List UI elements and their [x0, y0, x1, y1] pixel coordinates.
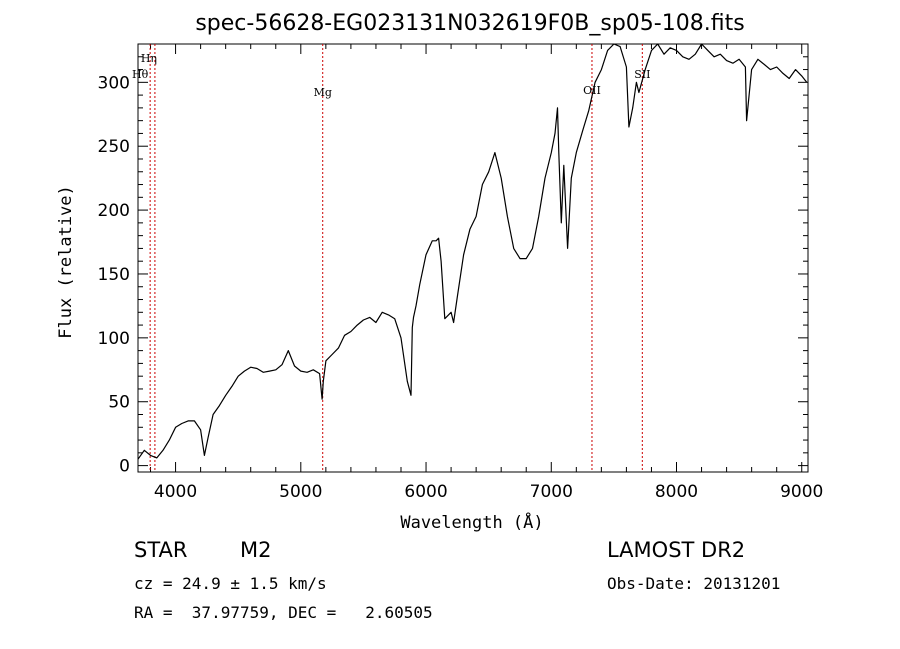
y-tick-label: 0: [119, 457, 130, 477]
x-tick-label: 7000: [530, 482, 573, 502]
x-tick-label: 9000: [780, 482, 823, 502]
spectral-line-label: OII: [583, 84, 601, 97]
x-tick-label: 8000: [655, 482, 698, 502]
subclass-label: M2: [240, 538, 272, 562]
spectral-line-label: Mg: [314, 86, 332, 99]
y-tick-label: 300: [98, 73, 130, 93]
survey-label: LAMOST DR2: [607, 538, 746, 562]
spectral-line-label: Hθ: [132, 68, 149, 81]
spectral-line-markers: Hη Hθ Mg OII SII: [132, 44, 650, 472]
spectrum-series: [137, 43, 808, 460]
class-label: STAR: [134, 538, 188, 562]
redshift-text: cz = 24.9 ± 1.5 km/s: [134, 574, 327, 593]
x-axis-label: Wavelength (Å): [400, 511, 543, 533]
spectral-line-label: Hη: [141, 52, 157, 65]
chart-title: spec-56628-EG023131N032619F0B_sp05-108.f…: [195, 11, 744, 36]
coordinates-text: RA = 37.97759, DEC = 2.60505: [134, 603, 433, 622]
y-tick-label: 200: [98, 201, 130, 221]
x-tick-label: 4000: [154, 482, 197, 502]
x-tick-label: 5000: [279, 482, 322, 502]
y-tick-label: 50: [108, 393, 130, 413]
spectral-line-label: SII: [634, 68, 650, 81]
y-tick-label: 100: [98, 329, 130, 349]
x-tick-label: 6000: [404, 482, 447, 502]
spectrum-line: [137, 43, 808, 460]
y-tick-label: 150: [98, 265, 130, 285]
plot-frame: [137, 43, 809, 473]
plot-axes: 4000 5000 6000 7000 8000 9000 0 50 100 150 200 250 3…: [98, 43, 823, 502]
y-axis-label: Flux (relative): [56, 185, 76, 339]
y-tick-label: 250: [98, 137, 130, 157]
obs-date-text: Obs-Date: 20131201: [607, 574, 781, 593]
